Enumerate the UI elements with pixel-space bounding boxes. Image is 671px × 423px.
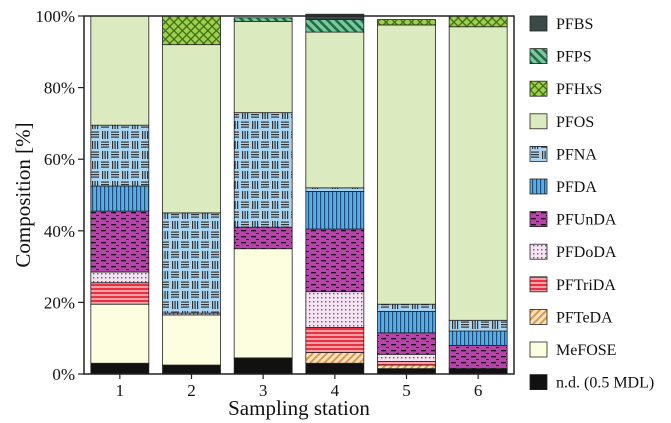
bar-segment-pfunda-station-6 <box>448 344 508 370</box>
legend-swatch-pfteda <box>529 308 548 325</box>
bar-segment-n-d-0-5-mdl-station-6 <box>448 368 508 375</box>
bar-segment-pfdoda-station-4 <box>305 291 365 328</box>
legend-label-pfos: PFOS <box>556 114 594 131</box>
bar-segment-pfos-station-1 <box>90 15 150 126</box>
x-tick-label: 1 <box>116 381 125 400</box>
bar-segment-pfna-station-4 <box>305 187 365 192</box>
bar-segment-pfunda-station-1 <box>90 210 150 273</box>
bar-segment-pfos-station-5 <box>377 24 436 305</box>
bar-segment-pfna-station-3 <box>233 112 293 228</box>
bar-segment-pftrida-station-5 <box>377 361 436 366</box>
legend-label-pfps: PFPS <box>556 49 592 66</box>
legend-label-n-d-0-5-mdl: n.d. (0.5 MDL) <box>556 375 654 392</box>
legend-label-pfna: PFNA <box>556 146 597 163</box>
bar-segment-pfunda-station-3 <box>233 226 293 250</box>
bar-segment-pfda-station-4 <box>305 191 365 230</box>
y-tick-label: 20% <box>44 293 75 312</box>
legend-swatch-mefose <box>529 341 548 358</box>
y-axis-title: Composition [%] <box>11 122 35 267</box>
legend-swatch-pfhxs <box>529 80 548 97</box>
legend: PFBS PFPS PFHxS PFOS PFNA PFDA PFUnDA PFDoDA PFT… <box>529 15 654 392</box>
bar-segment-mefose-station-3 <box>233 248 293 359</box>
legend-label-pfda: PFDA <box>556 179 597 196</box>
bar-segment-pfna-station-1 <box>90 124 150 187</box>
x-tick-label: 3 <box>259 381 268 400</box>
bar-segment-mefose-station-2 <box>162 314 221 366</box>
x-axis-ticks: 1 2 3 4 5 6 <box>116 374 483 400</box>
bar-segment-n-d-0-5-mdl-station-3 <box>233 357 293 375</box>
bar-segment-n-d-0-5-mdl-station-1 <box>90 362 150 375</box>
y-tick-label: 60% <box>44 150 75 169</box>
bar-segment-pfos-station-2 <box>162 44 221 214</box>
x-tick-label: 5 <box>402 381 411 400</box>
bar-segment-n-d-0-5-mdl-station-5 <box>377 368 436 375</box>
bar-segment-pfda-station-1 <box>90 185 150 212</box>
bar-segment-pfna-station-6 <box>448 319 508 332</box>
bar-segment-pfteda-station-5 <box>377 364 436 370</box>
bar-segment-pftrida-station-1 <box>90 282 150 305</box>
legend-label-pfteda: PFTeDA <box>556 309 613 326</box>
legend-swatch-pftrida <box>529 276 548 293</box>
y-axis-ticks: 0% 20% 40% 60% 80% 100% <box>35 7 84 384</box>
bar-segment-pfhxs-station-6 <box>448 15 508 28</box>
x-tick-label: 6 <box>474 381 483 400</box>
legend-label-pfbs: PFBS <box>556 16 593 33</box>
bar-segment-pfna-station-2 <box>162 212 221 314</box>
bar-segment-pfos-station-3 <box>233 20 293 114</box>
bar-segment-pfunda-station-5 <box>377 332 436 355</box>
legend-label-pfhxs: PFHxS <box>556 81 602 98</box>
legend-swatch-pfdoda <box>529 243 548 260</box>
legend-label-pftrida: PFTriDA <box>556 277 616 294</box>
bar-segment-pfos-station-6 <box>448 26 508 321</box>
x-tick-label: 4 <box>331 381 340 400</box>
bar-segment-mefose-station-1 <box>90 303 150 364</box>
axes-layer <box>83 15 515 375</box>
bar-segment-pfunda-station-4 <box>305 228 365 293</box>
bar-segment-n-d-0-5-mdl-station-2 <box>162 364 221 375</box>
bar-segment-pfteda-station-4 <box>305 352 365 364</box>
bar-segment-pftrida-station-4 <box>305 327 365 353</box>
legend-swatch-pfos <box>529 113 548 130</box>
legend-swatch-pfps <box>529 48 548 64</box>
bar-segment-pfps-station-4 <box>305 19 365 33</box>
legend-swatch-n-d-0-5-mdl <box>529 374 548 391</box>
bar-segment-pfps-station-3 <box>233 17 293 22</box>
legend-label-mefose: MeFOSE <box>556 342 616 359</box>
bar-segment-pfbs-station-4 <box>305 13 365 20</box>
bar-segment-pfos-station-4 <box>305 31 365 189</box>
bars-layer <box>90 13 508 375</box>
bar-segment-n-d-0-5-mdl-station-4 <box>305 362 365 375</box>
legend-label-pfunda: PFUnDA <box>556 212 617 229</box>
legend-swatch-pfunda <box>529 211 548 228</box>
bar-segment-pfda-station-5 <box>377 310 436 334</box>
legend-label-pfdoda: PFDoDA <box>556 244 617 261</box>
bar-segment-pfda-station-6 <box>448 330 508 346</box>
bar-segment-pfna-station-5 <box>377 303 436 312</box>
y-tick-label: 0% <box>52 365 75 384</box>
bar-segment-pfhxs-station-5 <box>377 19 436 26</box>
plot-frame <box>83 15 515 375</box>
x-tick-label: 2 <box>187 381 196 400</box>
bar-segment-pfdoda-station-5 <box>377 353 436 362</box>
legend-swatch-pfda <box>529 178 548 195</box>
y-tick-label: 80% <box>44 79 75 98</box>
legend-swatch-pfna <box>529 145 548 162</box>
bar-segment-pfdoda-station-1 <box>90 271 150 284</box>
legend-swatch-pfbs <box>529 15 548 32</box>
y-tick-label: 40% <box>44 222 75 241</box>
bar-segment-pfhxs-station-2 <box>162 15 221 46</box>
y-tick-label: 100% <box>35 7 75 26</box>
x-axis-title: Sampling station <box>228 396 370 420</box>
